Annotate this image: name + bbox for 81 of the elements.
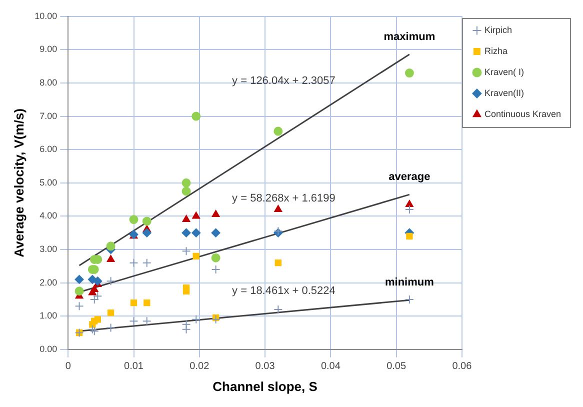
y-tick-label: 7.00 (40, 110, 58, 121)
annotation: y = 58.268x + 1.6199 (232, 192, 336, 205)
x-tick-label: 0.01 (124, 361, 144, 372)
point (182, 228, 191, 238)
point (406, 232, 413, 240)
point (88, 324, 97, 334)
point (211, 314, 220, 324)
y-tick-label: 10.00 (34, 10, 58, 21)
point (192, 314, 201, 324)
legend-label: Kraven(II) (484, 88, 524, 98)
point (142, 216, 152, 226)
y-tick-label: 1.00 (40, 310, 58, 321)
point (404, 205, 414, 214)
y-tick-label: 8.00 (40, 77, 58, 88)
point (211, 253, 220, 262)
x-tick-label: 0.05 (386, 361, 406, 372)
point (211, 264, 220, 274)
point (404, 294, 414, 304)
point (182, 288, 190, 294)
y-tick-label: 6.00 (40, 144, 58, 154)
series-label: average (388, 171, 430, 184)
point (274, 304, 283, 314)
point (90, 294, 99, 304)
point (130, 299, 138, 306)
point (212, 210, 220, 218)
x-tick-label: 0 (65, 361, 72, 372)
x-tick-label: 0.02 (190, 361, 210, 372)
point (274, 205, 282, 212)
y-tick-label: 5.00 (40, 177, 58, 188)
point (404, 68, 414, 78)
point (142, 258, 152, 268)
point (129, 316, 138, 326)
point (74, 286, 84, 296)
point (192, 228, 201, 238)
series-label: minimum (384, 276, 434, 289)
point (182, 186, 191, 196)
point (142, 228, 152, 238)
point (142, 316, 152, 326)
x-tick-label: 0.06 (452, 361, 472, 372)
point (129, 258, 138, 268)
y-tick-label: 0.00 (40, 344, 58, 354)
point (106, 254, 115, 262)
point (192, 112, 201, 121)
point (192, 252, 200, 260)
point (90, 284, 98, 292)
y-tick-label: 9.00 (40, 44, 58, 54)
point (182, 320, 191, 329)
y-tick-label: 3.00 (40, 244, 58, 254)
legend-label: Kraven( I) (484, 66, 524, 77)
point (274, 126, 283, 136)
x-axis-title: Channel slope, S (212, 378, 318, 394)
point (107, 309, 114, 316)
point (182, 178, 191, 188)
x-tick-label: 0.03 (255, 361, 276, 372)
point (274, 259, 282, 266)
series-label: maximum (384, 30, 436, 43)
point (94, 316, 101, 323)
legend-label: Rizha (484, 46, 508, 56)
x-tick-label: 0.04 (320, 361, 341, 372)
point (192, 212, 200, 219)
point (106, 323, 116, 332)
point (74, 274, 84, 284)
point (106, 276, 116, 286)
legend-label: Continuous Kraven (484, 108, 562, 119)
point (90, 326, 99, 336)
y-axis-title: Average velocity, V(m/s) (11, 108, 26, 258)
point (182, 246, 191, 256)
annotation: y = 126.04x + 2.3057 (232, 75, 336, 88)
point (182, 215, 190, 222)
point (144, 299, 150, 306)
point (405, 200, 414, 208)
point (129, 215, 138, 224)
annotation: y = 18.461x + 0.5224 (232, 284, 336, 297)
point (74, 302, 84, 311)
point (211, 228, 220, 238)
y-tick-label: 4.00 (40, 210, 58, 221)
point (93, 292, 102, 301)
point (93, 276, 102, 286)
legend-label: Kirpich (484, 24, 512, 35)
y-tick-label: 2.00 (40, 277, 58, 288)
point (106, 242, 116, 251)
